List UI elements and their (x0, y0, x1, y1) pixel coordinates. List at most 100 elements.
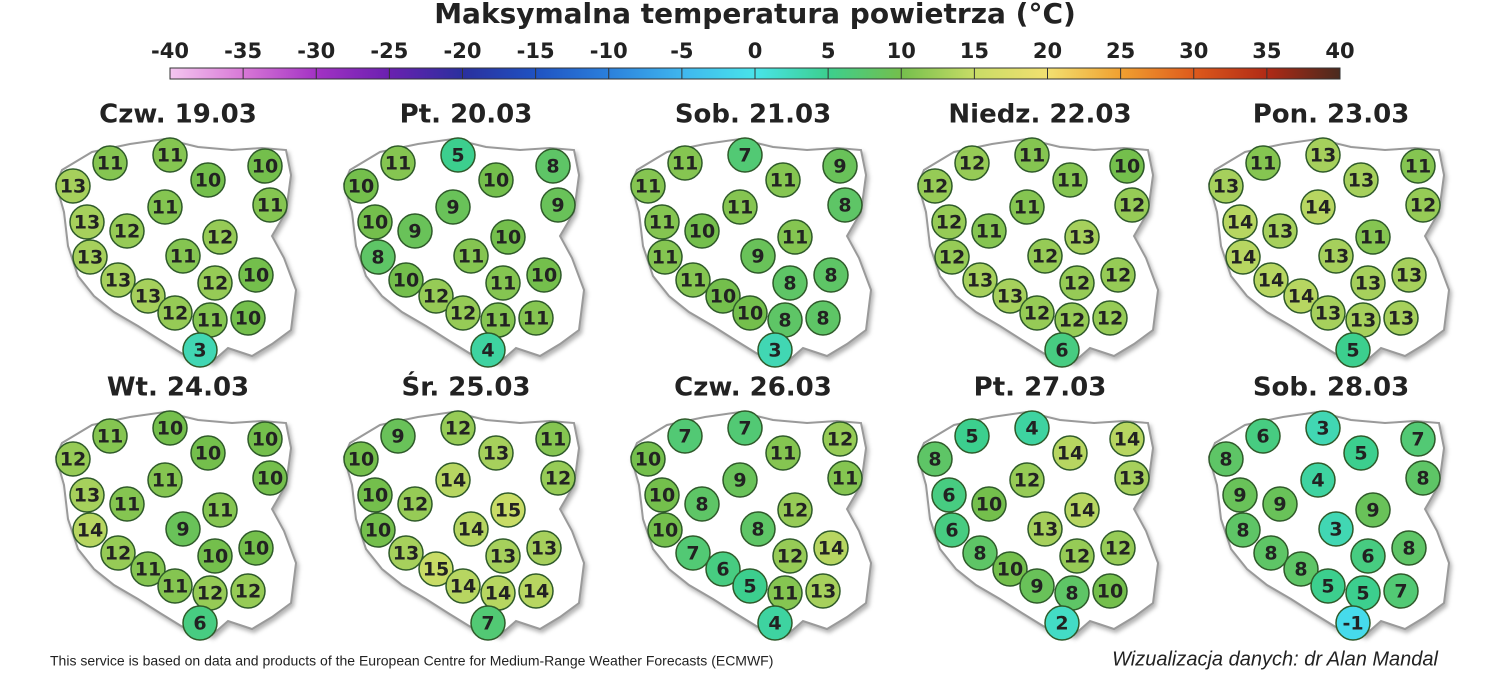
temperature-label: 13 (1213, 176, 1239, 198)
temperature-marker (1114, 187, 1150, 223)
temperature-marker (777, 219, 813, 255)
temperature-marker (1355, 219, 1391, 255)
temperature-label: 12 (202, 273, 228, 295)
temperature-marker (526, 530, 562, 566)
temperature-label: 9 (176, 519, 189, 541)
temperature-label: 13 (531, 538, 557, 560)
temperature-label: 4 (1025, 418, 1038, 440)
temperature-marker (92, 418, 128, 454)
temperature-label: 7 (686, 543, 699, 565)
temperature-marker (1208, 441, 1244, 477)
temperature-marker (252, 187, 288, 223)
temperature-marker (647, 512, 683, 548)
temperature-label: 11 (162, 576, 188, 598)
temperature-marker (1383, 300, 1419, 336)
temperature-marker (1225, 512, 1261, 548)
temperature-marker (1343, 162, 1379, 198)
temperature-label: 13 (1388, 308, 1414, 330)
temperature-label: 9 (446, 197, 459, 219)
temperature-marker (1044, 332, 1080, 368)
temperature-label: 10 (252, 156, 278, 178)
title: Maksymalna temperatura powietrza (°C) (434, 0, 1076, 30)
temperature-label: 12 (105, 543, 131, 565)
temperature-label: 12 (545, 468, 571, 490)
temperature-marker (1114, 460, 1150, 496)
temperature-marker (1222, 204, 1258, 240)
temperature-label: 11 (458, 246, 484, 268)
temperature-label: 5 (451, 145, 464, 167)
temperature-label: 10 (257, 468, 283, 490)
temperature-label: 10 (689, 221, 715, 243)
temperature-label: 8 (783, 273, 796, 295)
temperature-marker (1318, 238, 1354, 274)
temperature-label: 10 (531, 265, 557, 287)
temperature-label: 13 (1350, 310, 1376, 332)
temperature-label: 7 (481, 613, 494, 635)
temperature-label: 11 (490, 273, 516, 295)
temperature-label: 11 (170, 246, 196, 268)
temperature-marker (1092, 573, 1128, 609)
temperature-marker (684, 213, 720, 249)
temperature-label: 11 (523, 308, 549, 330)
temperature-marker (380, 145, 416, 181)
temperature-label: 8 (928, 449, 941, 471)
temperature-marker (732, 295, 768, 331)
temperature-label: 14 (77, 520, 103, 542)
temperature-label: 11 (197, 310, 223, 332)
temperature-marker (1300, 462, 1336, 498)
temperature-marker (535, 421, 571, 457)
temperature-label: 12 (450, 303, 476, 325)
temperature-marker (1245, 418, 1281, 454)
colorbar-tick-label: 20 (1033, 39, 1062, 63)
temperature-label: 11 (135, 559, 161, 581)
temperature-label: 5 (965, 426, 978, 448)
temperature-label: 6 (1256, 426, 1269, 448)
temperature-label: 12 (423, 286, 449, 308)
temperature-marker (1019, 568, 1055, 604)
temperature-label: 4 (1311, 470, 1324, 492)
temperature-label: 11 (152, 197, 178, 219)
temperature-label: 14 (458, 519, 484, 541)
colorbar-tick-label: 0 (748, 39, 763, 63)
temperature-label: 12 (922, 176, 948, 198)
temperature-marker (772, 538, 808, 574)
temperature-marker (1405, 460, 1441, 496)
temperature-label: 13 (60, 176, 86, 198)
temperature-marker (388, 262, 424, 298)
temperature-marker (1283, 551, 1319, 587)
temperature-marker (157, 568, 193, 604)
temperature-label: 14 (1069, 500, 1095, 522)
temperature-label: 14 (440, 470, 466, 492)
temperature-marker (1262, 213, 1298, 249)
temperature-label: 10 (652, 520, 678, 542)
temperature-marker (705, 551, 741, 587)
temperature-label: 8 (824, 265, 837, 287)
temperature-label: 14 (450, 576, 476, 598)
temperature-label: 5 (1356, 583, 1369, 605)
temperature-marker (247, 421, 283, 457)
temperature-label: 12 (60, 449, 86, 471)
temperature-marker (202, 492, 238, 528)
temperature-marker (647, 239, 683, 275)
temperature-label: 3 (1316, 418, 1329, 440)
temperature-label: 5 (1346, 340, 1359, 362)
temperature-marker (813, 257, 849, 293)
temperature-label: 8 (695, 494, 708, 516)
temperature-marker (100, 262, 136, 298)
temperature-marker (722, 462, 758, 498)
temperature-label: 10 (362, 212, 388, 234)
temperature-marker (727, 410, 763, 446)
temperature-label: 12 (445, 418, 471, 440)
temperature-marker (445, 295, 481, 331)
temperature-label: 3 (768, 340, 781, 362)
temperature-label: 13 (967, 270, 993, 292)
temperature-marker (684, 486, 720, 522)
temperature-label: 7 (678, 426, 691, 448)
temperature-label: 5 (1354, 443, 1367, 465)
temperature-label: 13 (105, 270, 131, 292)
temperature-label: 10 (243, 538, 269, 560)
temperature-label: 11 (680, 270, 706, 292)
temperature-label: 8 (1065, 583, 1078, 605)
temperature-label: 11 (832, 468, 858, 490)
